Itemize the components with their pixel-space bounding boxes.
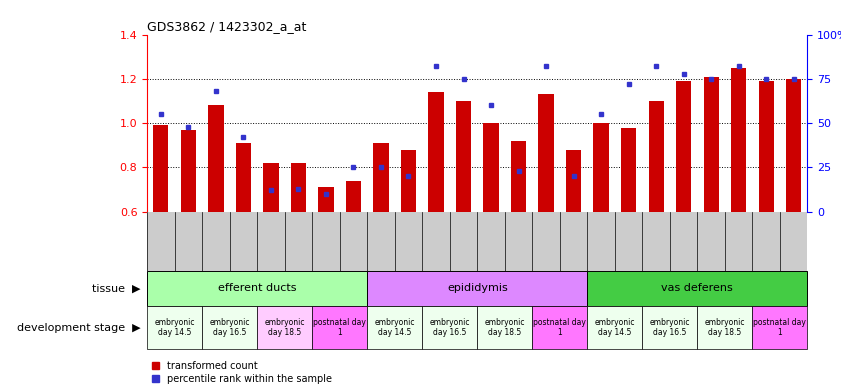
Bar (147, 306, 202, 349)
Bar (753, 306, 807, 349)
Bar (676, 81, 691, 212)
Bar (235, 143, 251, 212)
Bar (538, 94, 553, 212)
Bar (368, 306, 422, 349)
Bar (511, 141, 526, 212)
Bar (587, 271, 807, 306)
Text: embryonic
day 14.5: embryonic day 14.5 (595, 318, 635, 338)
Text: vas deferens: vas deferens (662, 283, 733, 293)
Bar (368, 271, 587, 306)
Text: embryonic
day 16.5: embryonic day 16.5 (209, 318, 250, 338)
Bar (484, 123, 499, 212)
Bar (566, 150, 581, 212)
Text: postnatal day
1: postnatal day 1 (754, 318, 807, 338)
Text: embryonic
day 16.5: embryonic day 16.5 (430, 318, 470, 338)
Bar (291, 163, 306, 212)
Text: development stage  ▶: development stage ▶ (17, 323, 140, 333)
Text: GDS3862 / 1423302_a_at: GDS3862 / 1423302_a_at (147, 20, 307, 33)
Bar (731, 68, 746, 212)
Text: embryonic
day 16.5: embryonic day 16.5 (649, 318, 690, 338)
Text: efferent ducts: efferent ducts (218, 283, 297, 293)
Text: embryonic
day 18.5: embryonic day 18.5 (264, 318, 305, 338)
Bar (594, 123, 609, 212)
Bar (643, 306, 697, 349)
Bar (786, 79, 801, 212)
Bar (697, 306, 753, 349)
Bar (456, 101, 471, 212)
Bar (373, 143, 389, 212)
Text: embryonic
day 18.5: embryonic day 18.5 (484, 318, 525, 338)
Bar (532, 306, 587, 349)
Bar (587, 306, 643, 349)
Bar (621, 127, 636, 212)
Bar (428, 92, 443, 212)
Bar (401, 150, 416, 212)
Bar (153, 125, 168, 212)
Bar (181, 130, 196, 212)
Text: postnatal day
1: postnatal day 1 (533, 318, 586, 338)
Bar (704, 77, 719, 212)
Text: tissue  ▶: tissue ▶ (92, 283, 140, 293)
Text: embryonic
day 14.5: embryonic day 14.5 (155, 318, 195, 338)
Bar (648, 101, 664, 212)
Text: postnatal day
1: postnatal day 1 (314, 318, 366, 338)
Bar (422, 306, 477, 349)
Bar (312, 306, 368, 349)
Bar (346, 181, 361, 212)
Bar (209, 106, 224, 212)
Text: embryonic
day 14.5: embryonic day 14.5 (374, 318, 415, 338)
Bar (257, 306, 312, 349)
Text: epididymis: epididymis (447, 283, 508, 293)
Bar (477, 306, 532, 349)
Text: embryonic
day 18.5: embryonic day 18.5 (705, 318, 745, 338)
Legend: transformed count, percentile rank within the sample: transformed count, percentile rank withi… (152, 361, 331, 384)
Bar (759, 81, 774, 212)
Bar (147, 271, 368, 306)
Bar (202, 306, 257, 349)
Bar (319, 187, 334, 212)
Bar (263, 163, 278, 212)
